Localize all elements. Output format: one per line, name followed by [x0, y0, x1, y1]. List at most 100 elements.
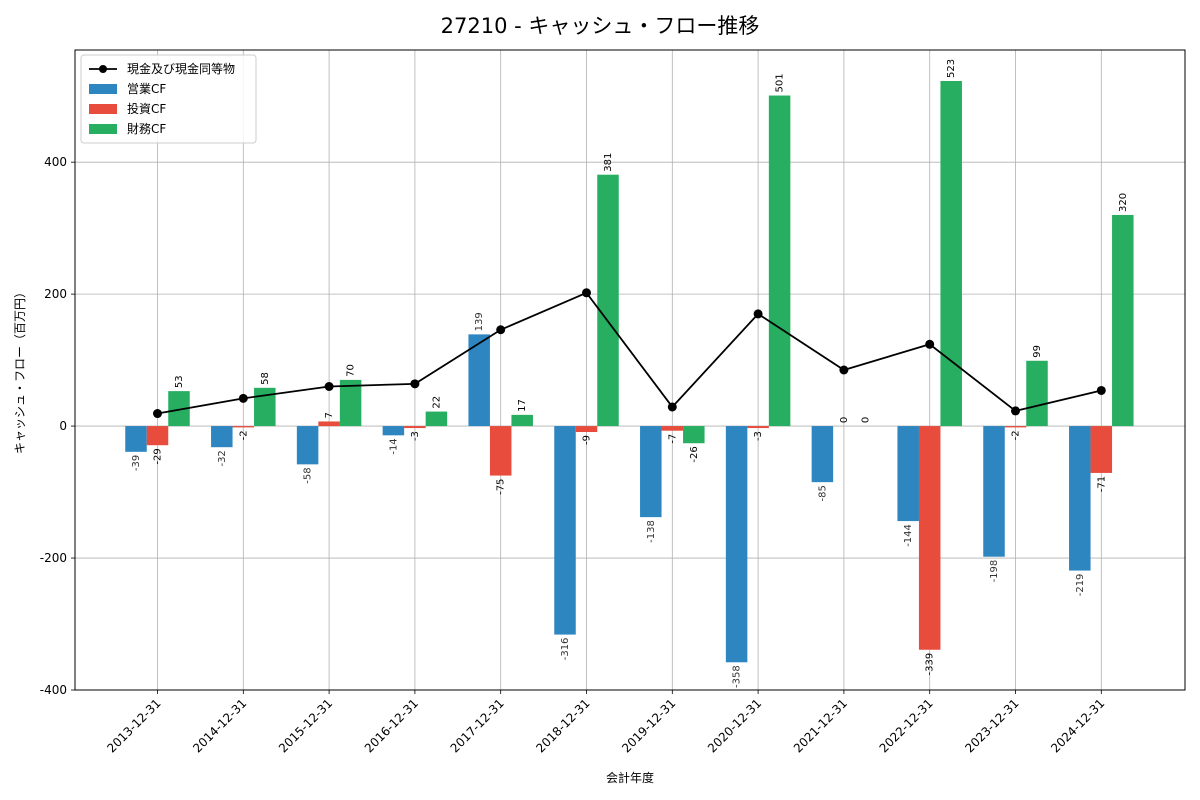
bar-1 — [489, 426, 512, 476]
bar-0 — [554, 426, 576, 635]
bar-2 — [511, 414, 533, 427]
bar-0 — [125, 426, 147, 452]
bar-label: -71 — [1096, 476, 1107, 492]
bar-1 — [404, 426, 426, 429]
bar-0 — [640, 426, 662, 518]
bar-label: -29 — [153, 448, 164, 464]
bar-label: 22 — [431, 396, 442, 409]
bar-label: -3 — [753, 431, 764, 441]
bar-label: 320 — [1118, 193, 1129, 212]
bar-2 — [940, 81, 962, 427]
chart-title: 27210 - キャッシュ・フロー推移 — [441, 14, 760, 38]
cash-point — [410, 379, 420, 389]
bars — [125, 81, 1134, 663]
y-tick-label: -200 — [40, 551, 67, 565]
cash-point — [238, 393, 248, 403]
bar-2 — [339, 379, 362, 427]
x-tick-label: 2024-12-31 — [1048, 696, 1107, 755]
bar-label: 53 — [174, 375, 185, 388]
cash-point — [925, 339, 935, 349]
data-labels: -39 -32-58-14139-316-138-358-85-144-198-2… — [131, 59, 1129, 688]
x-axis-label: 会計年度 — [606, 770, 654, 785]
legend-marker — [99, 65, 107, 73]
bar-label: -75 — [496, 479, 507, 495]
cash-point — [1096, 385, 1106, 395]
x-tick-label: 2015-12-31 — [276, 696, 335, 755]
x-tick-label: 2022-12-31 — [877, 696, 936, 755]
bar-0 — [897, 426, 919, 522]
bar-1 — [747, 426, 769, 429]
cash-point — [496, 325, 506, 335]
bar-label: 381 — [603, 153, 614, 172]
cash-line — [153, 288, 1106, 419]
bar-1 — [661, 426, 684, 431]
bar-2 — [1112, 214, 1134, 427]
bar-1 — [146, 426, 169, 446]
bar-2 — [425, 411, 448, 427]
plot-frame — [74, 49, 1186, 691]
bar-label: 0 — [860, 417, 871, 423]
cash-point — [582, 288, 591, 298]
bar-label: 17 — [517, 399, 528, 412]
y-tick-label: 200 — [44, 287, 67, 301]
cash-point — [153, 409, 162, 419]
bar-1 — [318, 421, 340, 427]
bar-2 — [683, 426, 705, 444]
bar-2 — [768, 95, 791, 427]
y-tick-label: -400 — [40, 683, 67, 697]
bar-0 — [296, 426, 319, 465]
bar-2 — [1026, 360, 1048, 427]
legend-label: 財務CF — [127, 121, 166, 136]
bar-0 — [382, 426, 405, 436]
bar-label: 523 — [946, 59, 957, 78]
cash-point — [1011, 406, 1020, 416]
bar-label: -39 — [131, 455, 142, 471]
bar-1 — [918, 426, 941, 650]
cash-point — [839, 365, 849, 375]
x-tick-label: 2013-12-31 — [104, 696, 163, 755]
bar-0 — [468, 334, 490, 427]
y-axis-label: キャッシュ・フロー（百万円） — [13, 286, 27, 454]
bar-1 — [1004, 426, 1027, 428]
cash-point — [324, 381, 334, 391]
bar-0 — [983, 426, 1005, 557]
legend-swatch — [89, 104, 117, 114]
bar-label: -26 — [689, 446, 700, 462]
bar-label: 58 — [260, 372, 271, 385]
bar-label: -358 — [732, 665, 743, 688]
bar-label: -3 — [410, 431, 421, 441]
legend-box — [80, 54, 257, 144]
x-tick-label: 2019-12-31 — [619, 696, 678, 755]
x-tick-label: 2014-12-31 — [190, 696, 249, 755]
bar-label: 0 — [839, 417, 850, 423]
bar-label: -58 — [303, 467, 314, 483]
bar-label: -85 — [817, 485, 828, 501]
bar-label: -2 — [238, 430, 249, 440]
x-tick-label: 2017-12-31 — [448, 696, 507, 755]
bar-label: 7 — [324, 412, 335, 418]
bar-label: -138 — [646, 520, 657, 543]
bar-0 — [811, 426, 834, 483]
bar-0 — [1069, 426, 1091, 571]
y-tick-label: 0 — [59, 419, 67, 433]
bar-label: -7 — [667, 434, 678, 444]
x-tick-label: 2020-12-31 — [705, 696, 764, 755]
x-tick-label: 2023-12-31 — [962, 696, 1021, 755]
bar-label: -219 — [1075, 574, 1086, 597]
bar-label: 139 — [474, 312, 485, 331]
legend-swatch — [89, 124, 117, 134]
bar-label: -339 — [925, 653, 936, 676]
bar-2 — [597, 174, 619, 427]
x-tick-label: 2018-12-31 — [533, 696, 592, 755]
bar-label: -9 — [582, 435, 593, 445]
cash-point — [667, 402, 677, 412]
legend-label: 現金及び現金同等物 — [127, 61, 235, 76]
x-tick-label: 2016-12-31 — [362, 696, 421, 755]
bar-label: 501 — [775, 73, 786, 92]
bar-label: 99 — [1032, 345, 1043, 358]
bar-1 — [232, 426, 255, 428]
bar-label: -144 — [903, 524, 914, 547]
x-tick-label: 2021-12-31 — [791, 696, 850, 755]
